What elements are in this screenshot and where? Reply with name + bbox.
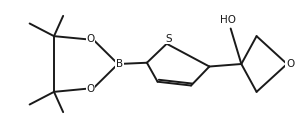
Text: O: O (86, 34, 95, 44)
Text: O: O (86, 84, 95, 94)
Text: B: B (116, 59, 123, 69)
Text: HO: HO (220, 15, 236, 25)
Text: O: O (286, 59, 294, 69)
Text: S: S (165, 34, 172, 44)
